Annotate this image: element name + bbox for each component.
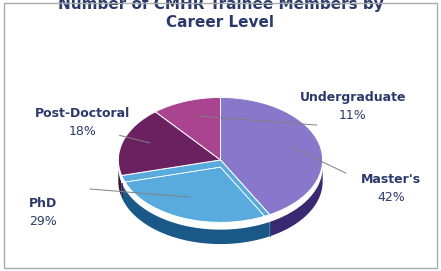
Polygon shape	[270, 167, 323, 236]
Wedge shape	[122, 160, 270, 222]
Text: 42%: 42%	[377, 191, 405, 204]
Text: Undergraduate: Undergraduate	[299, 91, 406, 104]
Title: Number of CMHR Trainee Members by
Career Level: Number of CMHR Trainee Members by Career…	[58, 0, 383, 30]
Text: 11%: 11%	[339, 109, 366, 122]
Polygon shape	[118, 167, 122, 197]
Text: PhD: PhD	[29, 197, 57, 210]
Text: Master's: Master's	[361, 173, 421, 186]
Text: Post-Doctoral: Post-Doctoral	[35, 107, 130, 120]
Polygon shape	[122, 183, 270, 244]
Text: 29%: 29%	[29, 215, 56, 228]
Wedge shape	[155, 98, 220, 160]
Wedge shape	[220, 98, 323, 215]
Text: 18%: 18%	[68, 125, 96, 138]
Wedge shape	[118, 112, 220, 175]
